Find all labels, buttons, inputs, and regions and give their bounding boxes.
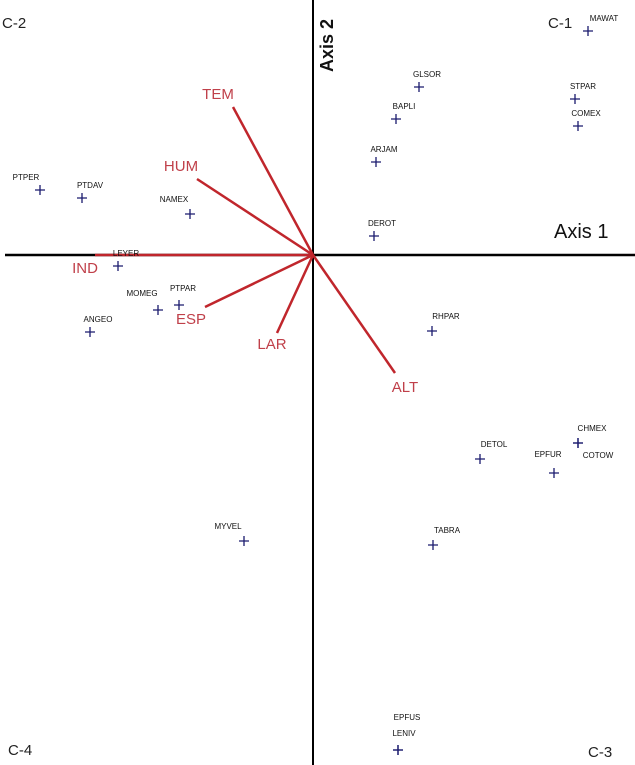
species-points: MAWAT STPAR COMEX GLSOR BAPLI ARJAM DEROT PTPER… <box>13 14 619 755</box>
vector-hum <box>196 177 314 257</box>
species-label-myvel: MYVEL <box>214 522 242 531</box>
species-point-myvel <box>239 536 249 546</box>
species-label-leyer: LEYER <box>113 249 139 258</box>
species-label-derot: DEROT <box>368 219 396 228</box>
axis-2-label: Axis 2 <box>317 19 337 72</box>
species-point-momeg <box>153 305 163 315</box>
vector-label-lar: LAR <box>257 336 286 353</box>
axis-1-label: Axis 1 <box>554 221 608 243</box>
species-label-epfur: EPFUR <box>534 450 561 459</box>
vector-esp <box>204 253 314 309</box>
species-label-ptpar: PTPAR <box>170 284 196 293</box>
species-point-detol <box>475 454 485 464</box>
species-label-rhpar: RHPAR <box>432 312 460 321</box>
vector-label-ind: IND <box>72 260 98 277</box>
species-label-chmex: CHMEX <box>578 424 608 433</box>
species-point-bapli <box>391 114 401 124</box>
species-point-stpar <box>570 94 580 104</box>
species-point-tabra <box>428 540 438 550</box>
species-label-mawat: MAWAT <box>590 14 619 23</box>
species-point-arjam <box>371 157 381 167</box>
vector-tem <box>231 106 315 256</box>
species-label-bapli: BAPLI <box>393 102 416 111</box>
quadrant-label-c2: C-2 <box>2 15 26 32</box>
species-label-comex: COMEX <box>571 109 601 118</box>
vector-label-hum: HUM <box>164 158 198 175</box>
species-point-comex <box>573 121 583 131</box>
species-point-namex <box>185 209 195 219</box>
quadrant-label-c4: C-4 <box>8 742 32 759</box>
species-label-momeg: MOMEG <box>126 289 157 298</box>
species-label-angeo: ANGEO <box>84 315 113 324</box>
species-point-mawat <box>583 26 593 36</box>
species-label-ptper: PTPER <box>13 173 40 182</box>
vector-alt <box>311 254 397 374</box>
species-label-ptdav: PTDAV <box>77 181 104 190</box>
environmental-vectors: TEM HUM IND ESP LAR ALT <box>72 86 418 396</box>
species-point-leyer <box>113 261 123 271</box>
species-point-leniv <box>393 745 403 755</box>
species-point-ptdav <box>77 193 87 203</box>
species-point-angeo <box>85 327 95 337</box>
quadrant-label-c1: C-1 <box>548 15 572 32</box>
species-label-cotow: COTOW <box>583 451 614 460</box>
species-label-leniv: LENIV <box>392 729 416 738</box>
species-label-arjam: ARJAM <box>370 145 397 154</box>
species-point-derot <box>369 231 379 241</box>
species-point-ptper <box>35 185 45 195</box>
species-label-glsor: GLSOR <box>413 70 441 79</box>
species-point-ptpar <box>174 300 184 310</box>
vector-label-alt: ALT <box>392 379 418 396</box>
species-label-detol: DETOL <box>481 440 508 449</box>
species-point-glsor <box>414 82 424 92</box>
species-point-rhpar <box>427 326 437 336</box>
vector-lar <box>275 254 315 334</box>
species-point-epfur <box>549 468 559 478</box>
species-point-cotow <box>573 438 583 448</box>
species-label-stpar: STPAR <box>570 82 596 91</box>
species-label-namex: NAMEX <box>160 195 189 204</box>
quadrant-label-c3: C-3 <box>588 744 612 761</box>
vector-label-tem: TEM <box>202 86 234 103</box>
species-label-epfus: EPFUS <box>394 713 421 722</box>
species-label-tabra: TABRA <box>434 526 461 535</box>
vector-label-esp: ESP <box>176 311 206 328</box>
